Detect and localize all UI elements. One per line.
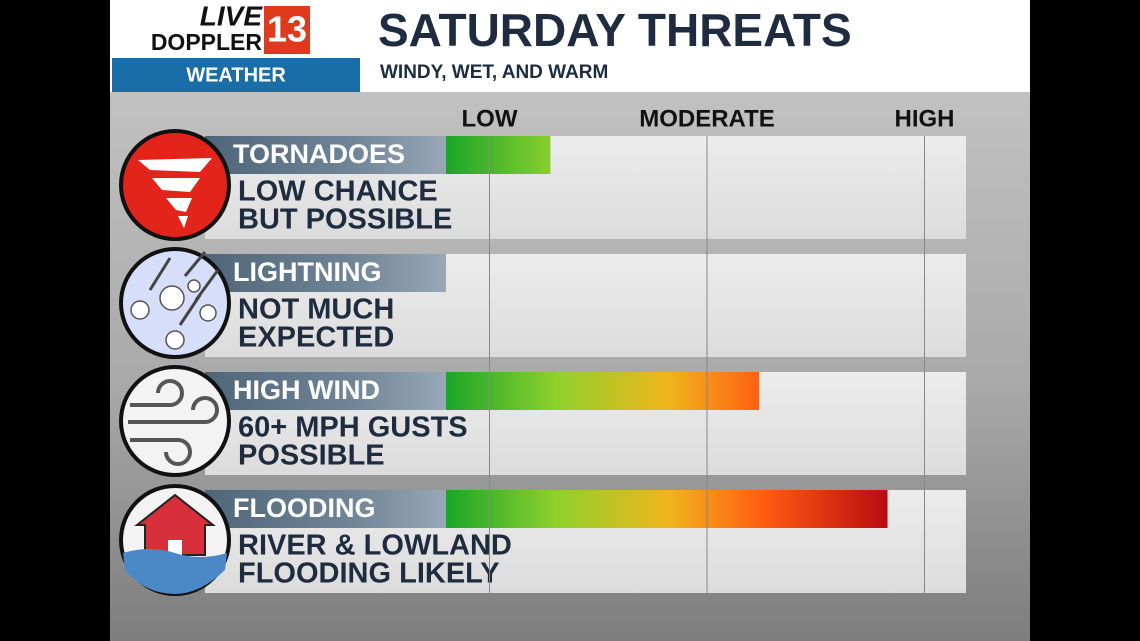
scale-label: MODERATE [639,105,775,132]
label-tab [205,490,446,528]
door [168,540,182,555]
wind-swirls [128,379,219,466]
tornado-shape [138,158,212,228]
threat-name: TORNADOES [233,139,405,169]
logo-channel: 13 [267,9,307,50]
threat-description: NOT MUCH [238,294,394,326]
subtitle: WINDY, WET, AND WARM [380,62,608,83]
icons [119,129,231,596]
scale-label: LOW [462,105,518,132]
scale-label: HIGH [895,105,955,132]
logo-section: WEATHER [186,64,286,86]
logo-doppler: DOPPLER [151,29,263,55]
threat-description: EXPECTED [238,322,394,354]
water [123,549,227,594]
threat-bar [446,490,888,528]
threat-description: BUT POSSIBLE [238,204,452,236]
logo-strip [112,58,360,92]
title: SATURDAY THREATS [378,4,852,56]
logo-live: LIVE [200,0,264,31]
house [134,493,216,556]
label-tab [205,136,446,174]
threat-bar [446,136,551,174]
threat-name: FLOODING [233,493,376,523]
hail [130,251,220,350]
threat-bar [446,372,760,410]
threat-description: LOW CHANCE [238,176,438,208]
logo-box [264,6,310,54]
threat-description: POSSIBLE [238,440,385,472]
threat-name: HIGH WIND [233,375,380,405]
label-tab [205,254,446,292]
threat-description: FLOODING LIKELY [238,558,500,590]
threat-description: 60+ MPH GUSTS [238,412,468,444]
threat-name: LIGHTNING [233,257,382,287]
label-tab [205,372,446,410]
threat-description: RIVER & LOWLAND [238,530,512,562]
